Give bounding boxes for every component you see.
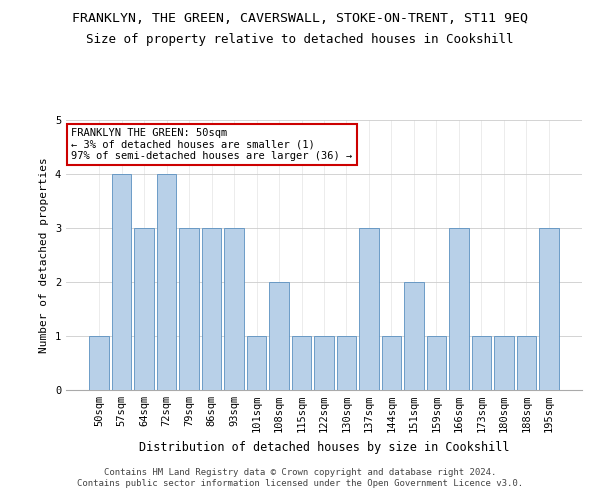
- Bar: [494, 336, 514, 390]
- Bar: [337, 336, 356, 390]
- Bar: [314, 336, 334, 390]
- Bar: [157, 174, 176, 390]
- Text: Size of property relative to detached houses in Cookshill: Size of property relative to detached ho…: [86, 32, 514, 46]
- Bar: [224, 228, 244, 390]
- Text: Contains HM Land Registry data © Crown copyright and database right 2024.
Contai: Contains HM Land Registry data © Crown c…: [77, 468, 523, 487]
- Bar: [404, 282, 424, 390]
- Bar: [517, 336, 536, 390]
- Bar: [179, 228, 199, 390]
- Bar: [427, 336, 446, 390]
- Bar: [112, 174, 131, 390]
- Bar: [202, 228, 221, 390]
- Bar: [89, 336, 109, 390]
- Bar: [134, 228, 154, 390]
- Bar: [292, 336, 311, 390]
- Text: FRANKLYN, THE GREEN, CAVERSWALL, STOKE-ON-TRENT, ST11 9EQ: FRANKLYN, THE GREEN, CAVERSWALL, STOKE-O…: [72, 12, 528, 26]
- Text: FRANKLYN THE GREEN: 50sqm
← 3% of detached houses are smaller (1)
97% of semi-de: FRANKLYN THE GREEN: 50sqm ← 3% of detach…: [71, 128, 352, 162]
- Bar: [247, 336, 266, 390]
- X-axis label: Distribution of detached houses by size in Cookshill: Distribution of detached houses by size …: [139, 440, 509, 454]
- Y-axis label: Number of detached properties: Number of detached properties: [40, 157, 49, 353]
- Bar: [449, 228, 469, 390]
- Bar: [359, 228, 379, 390]
- Bar: [472, 336, 491, 390]
- Bar: [539, 228, 559, 390]
- Bar: [382, 336, 401, 390]
- Bar: [269, 282, 289, 390]
